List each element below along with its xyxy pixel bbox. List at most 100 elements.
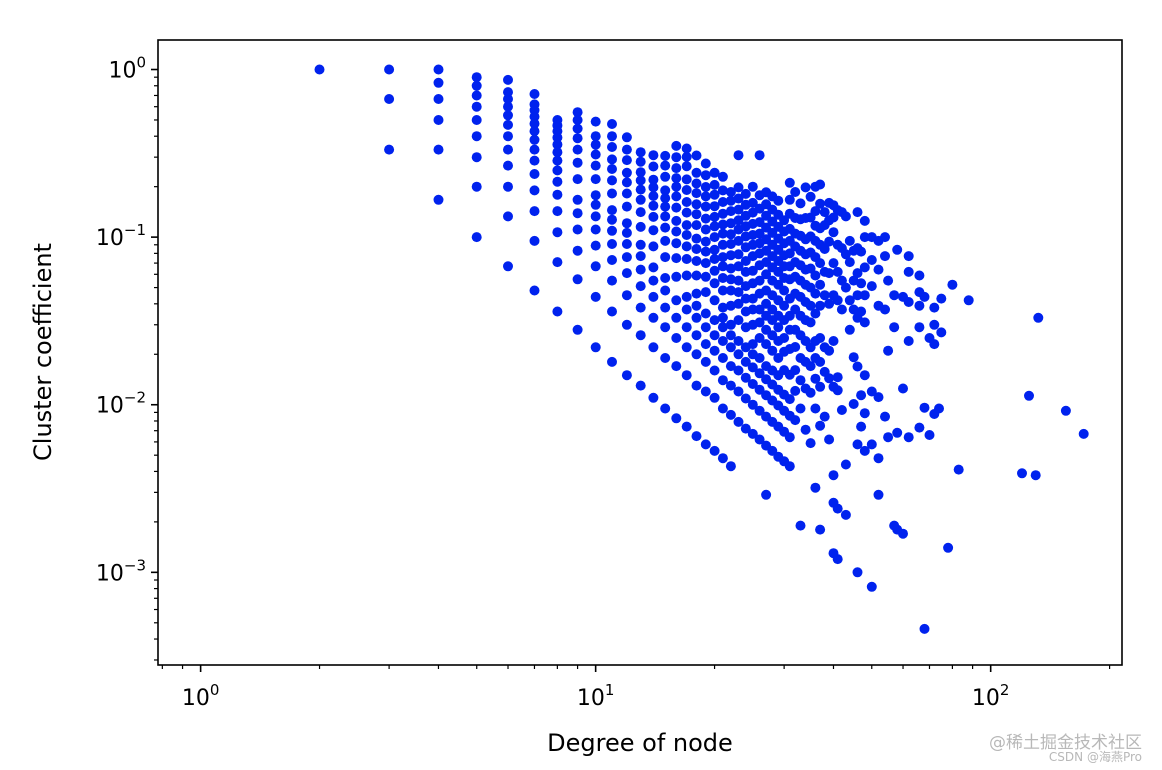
data-point bbox=[681, 304, 692, 315]
data-point bbox=[635, 302, 646, 313]
data-point bbox=[832, 385, 843, 396]
data-point bbox=[681, 291, 692, 302]
data-point bbox=[1017, 468, 1027, 479]
data-point bbox=[572, 115, 583, 125]
data-point bbox=[607, 164, 617, 174]
data-point bbox=[709, 167, 720, 178]
data-point bbox=[503, 181, 513, 192]
data-point bbox=[747, 362, 758, 373]
data-point bbox=[717, 219, 728, 230]
data-point bbox=[700, 439, 711, 450]
data-point bbox=[717, 453, 728, 464]
data-point bbox=[590, 190, 601, 201]
data-point bbox=[471, 72, 482, 83]
data-point bbox=[572, 107, 583, 118]
data-point bbox=[761, 339, 772, 350]
data-point bbox=[779, 333, 790, 343]
data-point bbox=[635, 175, 646, 186]
data-point bbox=[848, 399, 859, 409]
data-point bbox=[671, 253, 682, 264]
data-point bbox=[681, 143, 692, 154]
data-point bbox=[700, 258, 711, 269]
data-point bbox=[795, 520, 806, 531]
data-point bbox=[840, 459, 851, 470]
data-point bbox=[733, 235, 744, 246]
data-point bbox=[866, 255, 877, 265]
data-point bbox=[725, 250, 736, 261]
data-point bbox=[717, 261, 728, 272]
data-point bbox=[552, 139, 563, 150]
data-point bbox=[621, 188, 632, 199]
data-point bbox=[433, 77, 444, 88]
data-point bbox=[859, 215, 870, 226]
data-point bbox=[873, 453, 884, 464]
data-point bbox=[529, 285, 540, 296]
data-point bbox=[836, 304, 847, 315]
data-point bbox=[681, 185, 692, 195]
data-point bbox=[660, 322, 671, 333]
data-point bbox=[700, 339, 711, 350]
data-point bbox=[880, 251, 890, 262]
data-point bbox=[784, 461, 795, 472]
data-point bbox=[740, 188, 751, 199]
data-point bbox=[859, 290, 870, 301]
data-point bbox=[621, 177, 632, 188]
data-point bbox=[934, 403, 944, 414]
data-point bbox=[733, 193, 744, 204]
data-point bbox=[590, 240, 601, 251]
data-point bbox=[691, 167, 702, 178]
data-point bbox=[717, 185, 728, 196]
data-point bbox=[471, 181, 482, 192]
data-point bbox=[898, 383, 908, 394]
data-point bbox=[660, 302, 671, 313]
data-point bbox=[725, 330, 736, 341]
data-point bbox=[700, 287, 711, 298]
data-point bbox=[607, 356, 617, 367]
data-point bbox=[660, 150, 671, 161]
data-point bbox=[740, 256, 751, 266]
data-point bbox=[832, 503, 843, 514]
data-point bbox=[828, 258, 839, 269]
data-point bbox=[898, 528, 908, 539]
data-point bbox=[815, 300, 826, 311]
data-point bbox=[717, 171, 728, 182]
data-point bbox=[503, 144, 513, 155]
data-point bbox=[660, 285, 671, 296]
y-tick-label: 10−1 bbox=[96, 221, 146, 251]
data-point bbox=[852, 361, 863, 372]
data-point bbox=[471, 115, 482, 125]
data-point bbox=[740, 372, 751, 383]
data-point bbox=[844, 257, 855, 268]
data-point bbox=[681, 161, 692, 172]
data-point bbox=[784, 432, 795, 443]
data-point bbox=[815, 179, 826, 190]
data-point bbox=[740, 423, 751, 434]
data-point bbox=[590, 139, 601, 150]
data-point bbox=[691, 330, 702, 341]
data-point bbox=[590, 160, 601, 171]
data-point bbox=[725, 285, 736, 296]
data-point bbox=[840, 282, 851, 293]
data-point bbox=[671, 152, 682, 163]
data-point bbox=[691, 270, 702, 281]
data-point bbox=[883, 345, 894, 356]
watermark-csdn: CSDN @海燕Pro bbox=[1048, 750, 1142, 764]
data-point bbox=[621, 155, 632, 166]
data-point bbox=[947, 279, 958, 290]
data-point bbox=[733, 298, 744, 309]
data-point bbox=[607, 275, 617, 286]
data-point bbox=[590, 199, 601, 210]
data-point bbox=[671, 361, 682, 372]
data-point bbox=[747, 181, 758, 192]
data-point bbox=[725, 263, 736, 274]
data-point bbox=[717, 239, 728, 250]
data-point bbox=[733, 182, 744, 193]
data-point bbox=[648, 275, 659, 286]
data-point bbox=[681, 197, 692, 207]
data-point bbox=[866, 281, 877, 292]
data-point bbox=[433, 94, 444, 104]
data-point bbox=[681, 342, 692, 353]
data-point bbox=[607, 239, 617, 249]
data-point bbox=[880, 411, 890, 422]
data-point bbox=[824, 373, 835, 384]
